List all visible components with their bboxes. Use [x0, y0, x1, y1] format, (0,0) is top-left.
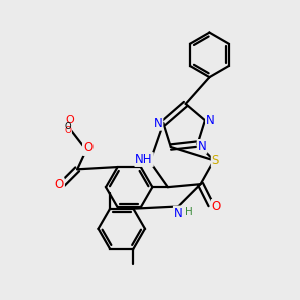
Text: O: O [54, 178, 63, 191]
Text: N: N [198, 140, 206, 153]
Text: N: N [154, 117, 162, 130]
Text: N: N [174, 206, 183, 220]
Text: H: H [185, 207, 193, 217]
Text: S: S [212, 154, 219, 167]
Text: O: O [65, 115, 74, 125]
Text: N: N [206, 114, 215, 127]
Text: O: O [83, 140, 92, 154]
Text: O: O [64, 126, 71, 135]
Text: NH: NH [135, 153, 153, 166]
Text: O: O [65, 122, 72, 131]
Text: O: O [84, 141, 94, 154]
Text: O: O [55, 179, 64, 192]
Text: O: O [212, 200, 221, 213]
Text: O: O [83, 142, 92, 155]
